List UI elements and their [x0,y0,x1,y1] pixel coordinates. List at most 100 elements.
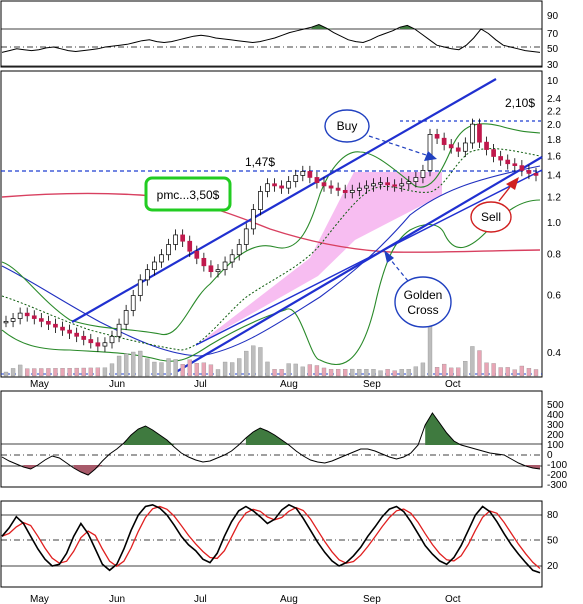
volume-bar [60,368,65,377]
volume-bar [102,367,108,377]
candle-body [60,326,65,331]
candle-body [406,181,412,185]
rsi-tick-label: 50 [547,44,559,55]
candle-body [10,318,16,322]
candle-body [53,323,58,328]
candle-body [31,315,37,319]
price-tick-label: 1.4 [547,170,561,181]
upper-band-line [1,123,541,336]
pmc-box [144,176,232,212]
volume-bar [10,368,16,377]
buy-arrow [368,135,427,156]
rsi-tick-label: 30 [547,60,559,71]
macd-tick-label: 400 [547,410,564,421]
candle-body [201,257,207,267]
volume-bar [109,363,115,377]
candle-body [222,261,228,271]
candle-body [67,329,72,334]
candle-body [505,159,511,165]
volume-bar [173,359,178,377]
candle-body [356,187,362,191]
candle-body [293,175,299,182]
volume-bar [159,362,164,377]
volume-bar [123,353,129,377]
candle-body [123,310,129,325]
candle-body [420,170,426,178]
candle-body [272,183,277,187]
volume-bar [307,364,313,377]
volume-bar [335,369,341,377]
macd-tick-label: 0 [547,450,553,461]
volume-bar [491,363,496,377]
candle-body [413,177,419,182]
golden-cross-arrow-head [384,250,394,263]
volume-bar [138,350,143,377]
stochastic-ticks: 80 50 20 [547,510,559,572]
candle-body [88,339,94,344]
candle-body [109,335,115,344]
volume-bar [116,355,122,377]
volume-bar [208,364,214,377]
rsi-panel [0,0,543,68]
pmc-label: pmc...3,50$ [157,188,220,202]
golden-cross-callout [394,276,452,328]
volume-bar [533,369,539,377]
price-ticks: 2.42.2 2.0 1.8 1.6 1.4 1.2 1.0 0.8 0.6 0.4 [547,94,561,359]
candle-body [236,244,242,256]
volume-bar [95,367,101,377]
golden-cross-arrow [389,258,409,282]
candle-body [307,171,313,178]
price-tick-label: 1.0 [547,218,561,229]
volume-bar [456,367,461,377]
volume-bar [314,365,320,377]
volume-bar [258,347,263,377]
macd-tick-label: -200 [547,470,567,481]
volume-bar [406,369,411,377]
volume-bar [67,368,72,377]
volume-bar [300,366,305,377]
price-tick-label: 2.2 [547,106,561,117]
month-label: Sep [363,379,381,390]
mid-moving-average-line [1,165,541,357]
volume-bar [46,368,51,377]
candle-body [173,234,178,245]
price-panel [0,70,543,378]
stochastic-panel [0,500,543,588]
candle-body [265,183,270,192]
volume-bar [371,369,376,377]
volume-bar [378,370,383,377]
volume-bar [145,358,150,377]
candle-body [102,342,108,347]
month-label: May [30,379,49,390]
rsi-overbought-fill [311,24,415,29]
volume-bar [237,358,242,377]
volume-bar [81,367,86,377]
volume-bar [364,369,369,377]
candle-body [208,265,214,273]
candle-body [152,261,157,271]
volume-bar [350,368,355,377]
volume-bar [385,369,390,377]
short-moving-average-dotted [1,148,541,351]
rsi-tick-label: 10 [547,76,559,87]
buy-arrow-head [424,151,437,161]
month-label: Jun [109,379,125,390]
volume-bar [166,358,171,377]
candle-body [130,295,136,311]
volume-bar [470,346,475,377]
candle-body [314,177,320,184]
macd-line [1,412,541,476]
volume-bar [187,359,192,377]
month-label: Oct [445,594,461,604]
volume-bar [427,319,433,377]
volume-bar [321,367,327,377]
month-label: Jun [109,594,125,604]
candle-body [512,163,518,166]
candle-body [17,312,23,319]
candle-body [328,185,334,189]
stochastic-tick-label: 80 [547,510,559,521]
volume-bar [505,367,510,377]
rsi-tick-label: 90 [547,11,559,22]
volume-bar [399,369,404,377]
candle-body [533,173,539,176]
